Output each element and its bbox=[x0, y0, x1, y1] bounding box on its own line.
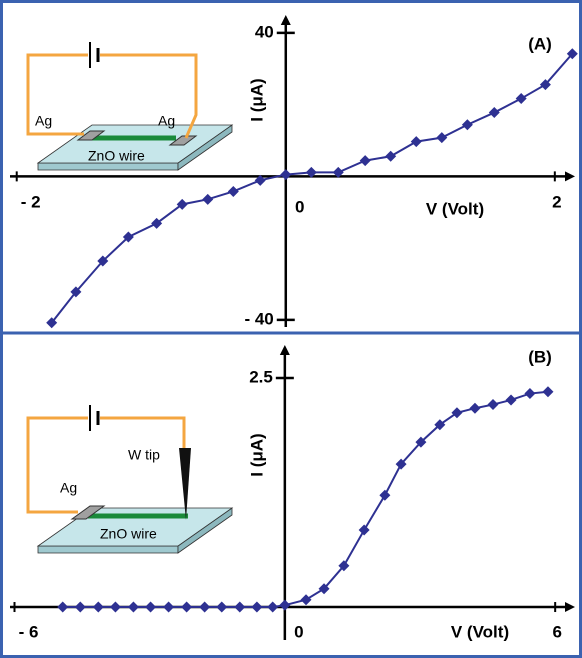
x-tick-label: 0 bbox=[295, 197, 304, 216]
x-tick-label: - 2 bbox=[21, 192, 41, 211]
y-tick-label: 40 bbox=[255, 22, 274, 41]
frame bbox=[2, 2, 581, 657]
inset-label: W tip bbox=[128, 447, 160, 463]
x-tick-label: - 6 bbox=[19, 622, 39, 641]
y-axis-label: I (μA) bbox=[247, 78, 266, 121]
panel-label: (B) bbox=[528, 347, 552, 366]
x-axis-label: V (Volt) bbox=[451, 622, 509, 641]
y-axis-label: I (μA) bbox=[247, 433, 266, 476]
x-axis-label: V (Volt) bbox=[426, 199, 484, 218]
x-tick-label: 6 bbox=[552, 622, 561, 641]
figure: 40 - 40 - 2 0 2 I (μA) V (Volt) (A) Ag Ag ZnO wire… bbox=[0, 0, 582, 658]
inset-label: ZnO wire bbox=[100, 526, 157, 542]
inset-label: Ag bbox=[158, 113, 175, 129]
inset-label: Ag bbox=[35, 113, 52, 129]
page: 40 - 40 - 2 0 2 I (μA) V (Volt) (A) Ag Ag ZnO wire… bbox=[0, 0, 582, 658]
panel-label: (A) bbox=[528, 34, 552, 53]
inset-label: Ag bbox=[60, 480, 77, 496]
inset-label: ZnO wire bbox=[88, 148, 145, 164]
x-tick-label: 2 bbox=[552, 192, 561, 211]
y-tick-label: - 40 bbox=[244, 309, 273, 328]
x-tick-label: 0 bbox=[294, 622, 303, 641]
y-tick-label: 2.5 bbox=[249, 367, 273, 386]
